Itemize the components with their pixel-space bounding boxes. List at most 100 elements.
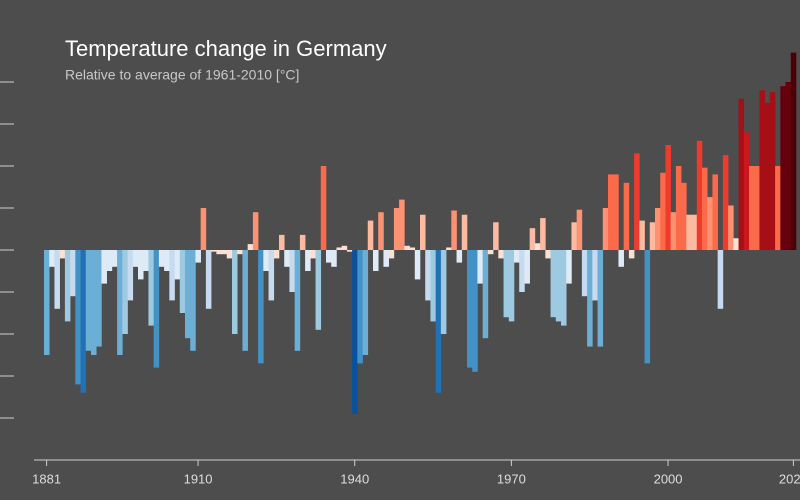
bar	[524, 250, 530, 284]
bar	[529, 228, 536, 250]
bar	[743, 132, 750, 250]
bar	[555, 250, 562, 322]
bar	[717, 250, 724, 309]
bar	[446, 247, 452, 250]
bar	[451, 210, 457, 250]
bar	[336, 247, 342, 250]
bar	[80, 250, 87, 393]
bar	[153, 250, 160, 368]
bar	[749, 166, 755, 250]
bar	[414, 250, 421, 280]
bar	[764, 103, 771, 250]
x-tick-label: 1940	[340, 471, 369, 486]
bar	[190, 250, 196, 351]
x-tick-label: 1881	[32, 471, 61, 486]
bar	[649, 222, 656, 250]
bar	[435, 250, 442, 393]
bar	[294, 250, 301, 351]
bar	[660, 172, 666, 250]
bar	[733, 238, 739, 250]
bar	[550, 250, 557, 318]
bar	[237, 250, 243, 255]
bar	[367, 220, 374, 250]
bar	[268, 250, 275, 301]
bar	[675, 166, 682, 250]
bar	[96, 250, 102, 347]
bar	[514, 250, 520, 263]
bar	[273, 250, 280, 259]
bar	[205, 250, 212, 309]
bar	[461, 214, 468, 250]
bar	[477, 250, 483, 284]
bar	[247, 244, 254, 250]
bar	[346, 250, 353, 252]
bar	[644, 250, 651, 364]
bar	[780, 86, 786, 250]
bar	[326, 250, 332, 263]
bar	[221, 250, 228, 255]
bar	[54, 250, 60, 309]
x-tick-label: 1910	[184, 471, 213, 486]
bar	[226, 250, 233, 259]
bar	[759, 90, 765, 251]
bar	[430, 250, 436, 322]
bar	[790, 52, 797, 250]
x-tick-label: 1970	[497, 471, 526, 486]
bar	[628, 250, 635, 259]
bar	[754, 166, 760, 250]
x-tick-label: 2000	[654, 471, 683, 486]
bar	[310, 250, 316, 259]
bar	[534, 243, 541, 250]
bar	[576, 209, 583, 250]
bar	[148, 250, 154, 326]
bar	[138, 250, 144, 280]
bar	[111, 250, 118, 267]
bar	[581, 250, 588, 297]
bar	[341, 245, 348, 250]
bar	[132, 250, 139, 267]
bar	[106, 250, 113, 271]
bar	[91, 250, 97, 355]
bar	[769, 92, 776, 250]
bar	[722, 155, 729, 250]
bar	[352, 250, 358, 414]
bar	[393, 208, 400, 250]
bar	[362, 250, 369, 355]
bar	[493, 222, 499, 250]
bar	[263, 250, 269, 271]
bar	[59, 250, 66, 259]
bar	[383, 250, 389, 267]
bar	[587, 250, 593, 347]
bar	[388, 250, 395, 259]
bar	[686, 214, 692, 250]
bar	[785, 82, 792, 250]
bar	[634, 153, 640, 250]
bar	[185, 250, 191, 339]
chart-subtitle: Relative to average of 1961-2010 [°C]	[65, 67, 299, 83]
bar	[49, 250, 55, 267]
bar	[775, 166, 781, 250]
bar	[320, 166, 327, 250]
bar	[195, 250, 201, 263]
bar	[101, 250, 107, 284]
bar	[602, 208, 609, 250]
bar	[425, 250, 431, 301]
bar	[623, 182, 630, 250]
bar	[216, 250, 222, 255]
bar	[665, 145, 671, 250]
bar	[670, 212, 677, 250]
bar	[200, 208, 207, 250]
bar	[85, 250, 92, 351]
bar	[707, 197, 713, 250]
bar	[702, 167, 708, 250]
bar	[409, 247, 416, 250]
bar	[242, 250, 248, 351]
bar	[70, 250, 76, 297]
bar	[315, 250, 322, 330]
bar	[571, 222, 577, 250]
bar	[655, 208, 661, 250]
bar	[284, 250, 290, 267]
bar	[498, 250, 504, 259]
bar	[252, 212, 259, 250]
